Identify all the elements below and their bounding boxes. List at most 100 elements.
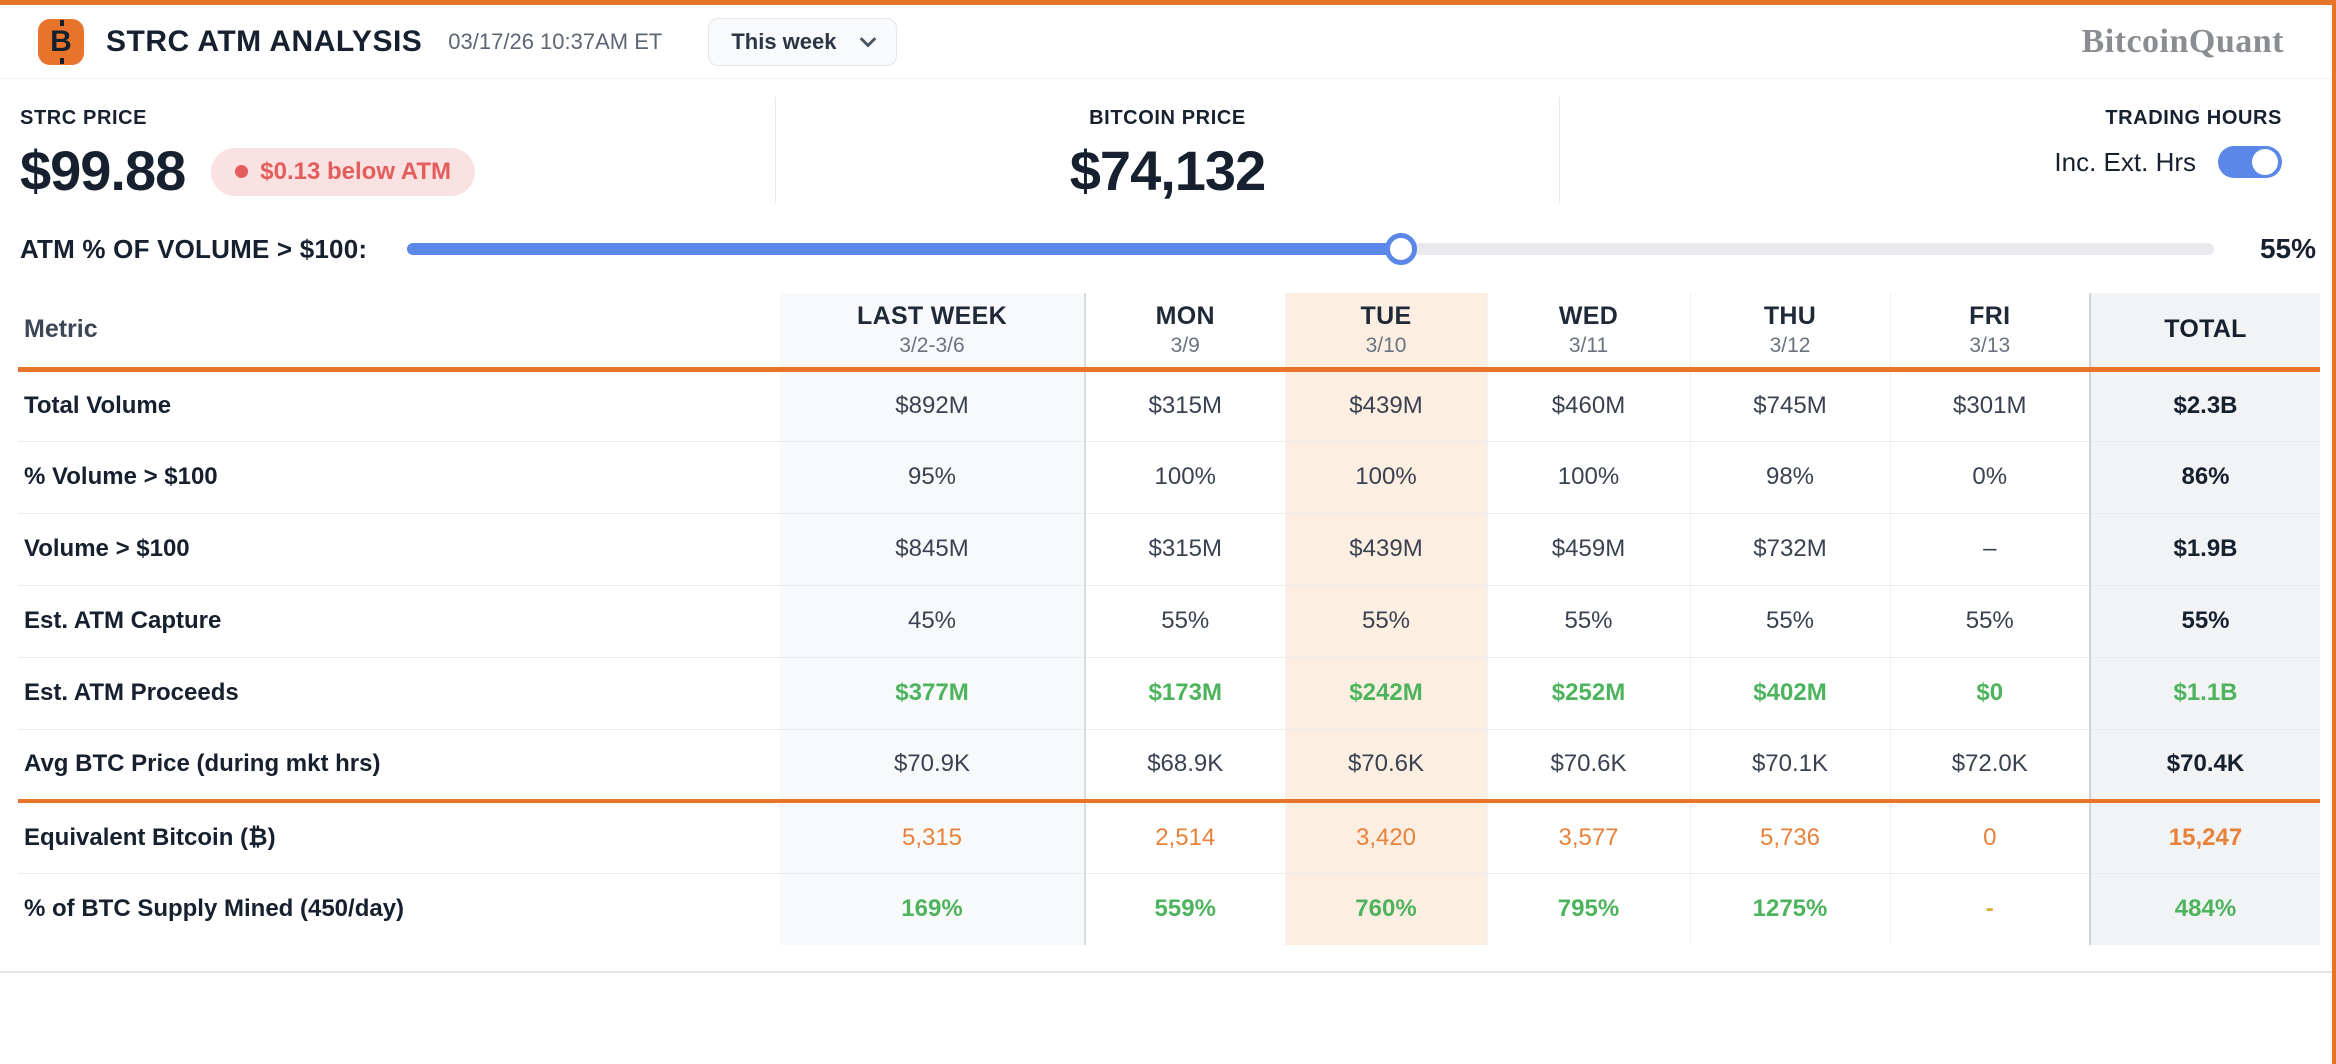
cell: 1275% [1690, 873, 1891, 945]
cell: $315M [1085, 369, 1286, 442]
ext-hrs-toggle[interactable] [2218, 146, 2282, 178]
atm-slider-value: 55% [2259, 233, 2316, 264]
cell: $315M [1085, 513, 1286, 586]
bitcoin-logo-icon: B [38, 18, 84, 65]
total-cell: $1.9B [2089, 513, 2320, 586]
table-row: Est. ATM Capture 45% 55% 55% 55% 55% 55%… [18, 585, 2320, 658]
cell: $252M [1487, 657, 1691, 730]
trading-hours-section: TRADING HOURS Inc. Ext. Hrs [1560, 97, 2332, 203]
cell: $242M [1285, 657, 1488, 730]
cell: – [1890, 513, 2091, 586]
col-label: THU [1763, 301, 1817, 330]
cell: 0 [1890, 799, 2091, 874]
app-header: B STRC ATM ANALYSIS 03/17/26 10:37AM ET … [0, 5, 2332, 79]
below-atm-badge: $0.13 below ATM [211, 147, 475, 196]
table-row: Total Volume $892M $315M $439M $460M $74… [18, 369, 2320, 442]
table-row: Est. ATM Proceeds $377M $173M $242M $252… [18, 657, 2320, 730]
cell: 795% [1487, 873, 1691, 945]
bitcoin-price-label: BITCOIN PRICE [1089, 107, 1246, 129]
atm-slider-row: ATM % OF VOLUME > $100: 55% [0, 217, 2332, 275]
col-sublabel: 3/11 [1568, 333, 1609, 357]
col-header-fri: FRI 3/13 [1890, 293, 2091, 372]
cell: $301M [1890, 369, 2091, 442]
metric-column-header: Metric [18, 293, 780, 372]
col-label: WED [1558, 301, 1619, 330]
table-header-row: Metric LAST WEEK 3/2-3/6 MON 3/9 TUE 3/1… [18, 293, 2320, 372]
strc-price-section: STRC PRICE $99.88 $0.13 below ATM [0, 97, 775, 203]
cell: 5,315 [780, 799, 1086, 874]
period-dropdown[interactable]: This week [708, 17, 898, 66]
timestamp: 03/17/26 10:37AM ET [448, 28, 663, 54]
cell: $459M [1487, 513, 1691, 586]
toggle-knob [2252, 149, 2278, 175]
metric-label: Avg BTC Price (during mkt hrs) [18, 729, 780, 802]
cell: $460M [1487, 369, 1691, 442]
col-label: MON [1155, 301, 1215, 330]
bitcoin-price-value: $74,132 [1069, 139, 1266, 202]
chevron-down-icon [859, 30, 877, 48]
col-label: TUE [1360, 301, 1412, 330]
cell: 55% [1487, 585, 1691, 658]
col-sublabel: 3/2-3/6 [899, 333, 965, 357]
cell: $439M [1285, 513, 1488, 586]
cell: 55% [1690, 585, 1891, 658]
period-dropdown-value: This week [731, 28, 837, 54]
total-cell: 484% [2089, 873, 2320, 945]
col-label: FRI [1969, 301, 2011, 330]
cell: - [1890, 873, 2091, 945]
stats-strip: STRC PRICE $99.88 $0.13 below ATM BITCOI… [0, 79, 2332, 217]
brand-logo: BitcoinQuant [2081, 22, 2284, 60]
bitcoin-b-glyph: B [50, 19, 72, 64]
cell: 95% [780, 441, 1086, 514]
cell: 98% [1690, 441, 1891, 514]
cell: 55% [1085, 585, 1286, 658]
col-sublabel: 3/9 [1170, 333, 1200, 357]
cell: 55% [1285, 585, 1488, 658]
bottom-divider [0, 971, 2332, 973]
cell: $745M [1690, 369, 1891, 442]
col-sublabel: 3/12 [1769, 333, 1811, 357]
cell: $0 [1890, 657, 2091, 730]
col-sublabel: 3/13 [1969, 333, 2011, 357]
cell: 5,736 [1690, 799, 1891, 874]
cell: 45% [780, 585, 1086, 658]
cell: 55% [1890, 585, 2091, 658]
cell: $173M [1085, 657, 1286, 730]
cell: $70.6K [1285, 729, 1488, 802]
total-cell: 15,247 [2089, 799, 2320, 874]
col-label: LAST WEEK [857, 301, 1007, 330]
cell: 3,577 [1487, 799, 1691, 874]
cell: $377M [780, 657, 1086, 730]
cell: 100% [1487, 441, 1691, 514]
table-row: Equivalent Bitcoin (₿) 5,315 2,514 3,420… [18, 799, 2320, 874]
metric-label: Equivalent Bitcoin (₿) [18, 799, 780, 874]
col-sublabel: 3/10 [1365, 333, 1407, 357]
total-cell: $2.3B [2089, 369, 2320, 442]
metric-label: Volume > $100 [18, 513, 780, 586]
col-header-mon: MON 3/9 [1085, 293, 1286, 372]
cell: $68.9K [1085, 729, 1286, 802]
table-row: Volume > $100 $845M $315M $439M $459M $7… [18, 513, 2320, 586]
slider-thumb[interactable] [1384, 233, 1417, 265]
slider-fill [407, 243, 1401, 255]
cell: $70.9K [780, 729, 1086, 802]
red-dot-icon [235, 165, 249, 178]
col-header-total: TOTAL [2089, 293, 2320, 372]
col-header-thu: THU 3/12 [1690, 293, 1891, 372]
metric-label: % of BTC Supply Mined (450/day) [24, 895, 405, 923]
total-cell: $1.1B [2089, 657, 2320, 730]
total-cell: 55% [2089, 585, 2320, 658]
metric-label: Est. ATM Capture [18, 585, 780, 658]
metric-label: Total Volume [18, 369, 780, 442]
cell: 3,420 [1285, 799, 1488, 874]
cell: 0% [1890, 441, 2091, 514]
atm-slider[interactable] [407, 233, 2214, 265]
table-row: % Volume > $100 95% 100% 100% 100% 98% 0… [18, 441, 2320, 514]
below-atm-badge-text: $0.13 below ATM [260, 157, 451, 185]
cell: 2,514 [1085, 799, 1286, 874]
total-cell: 86% [2089, 441, 2320, 514]
cell: 559% [1085, 873, 1286, 945]
col-header-lastweek: LAST WEEK 3/2-3/6 [780, 293, 1086, 372]
table-row: % of BTC Supply Mined (450/day) 169% 559… [18, 873, 2320, 945]
atm-analysis-table: Metric LAST WEEK 3/2-3/6 MON 3/9 TUE 3/1… [18, 293, 2320, 945]
